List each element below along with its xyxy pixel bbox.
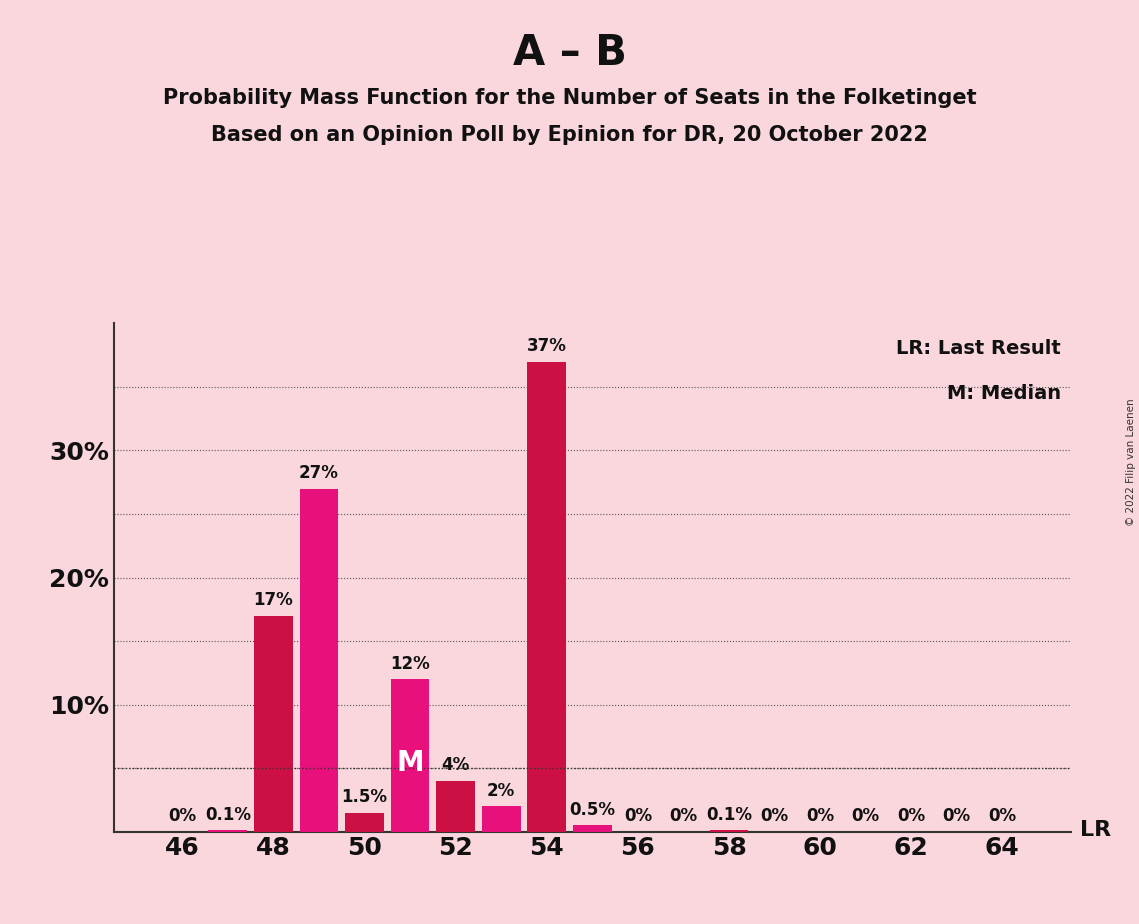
Bar	[710, 831, 748, 832]
Text: 4%: 4%	[442, 757, 469, 774]
Bar	[391, 679, 429, 832]
Text: 0.1%: 0.1%	[706, 806, 752, 824]
Text: 0%: 0%	[852, 808, 879, 825]
Bar	[436, 781, 475, 832]
Text: 27%: 27%	[298, 464, 339, 482]
Text: 0%: 0%	[761, 808, 788, 825]
Text: LR: Last Result: LR: Last Result	[896, 338, 1062, 358]
Bar	[254, 615, 293, 832]
Text: © 2022 Filip van Laenen: © 2022 Filip van Laenen	[1126, 398, 1136, 526]
Bar	[482, 806, 521, 832]
Text: 0.5%: 0.5%	[570, 801, 615, 819]
Text: LR: LR	[1080, 820, 1112, 840]
Bar	[573, 825, 612, 832]
Text: 0%: 0%	[169, 808, 196, 825]
Text: 17%: 17%	[254, 591, 293, 609]
Text: A – B: A – B	[513, 32, 626, 74]
Text: 0%: 0%	[624, 808, 652, 825]
Text: 2%: 2%	[487, 782, 515, 800]
Text: 0.1%: 0.1%	[205, 806, 251, 824]
Text: 0%: 0%	[989, 808, 1016, 825]
Text: 12%: 12%	[391, 655, 429, 673]
Text: M: M	[396, 749, 424, 777]
Bar	[300, 489, 338, 832]
Bar	[345, 812, 384, 832]
Bar	[208, 831, 247, 832]
Text: 1.5%: 1.5%	[342, 788, 387, 806]
Bar	[527, 361, 566, 832]
Text: 0%: 0%	[670, 808, 697, 825]
Text: M: Median: M: Median	[947, 384, 1062, 404]
Text: 37%: 37%	[526, 337, 567, 355]
Text: 0%: 0%	[806, 808, 834, 825]
Text: Probability Mass Function for the Number of Seats in the Folketinget: Probability Mass Function for the Number…	[163, 88, 976, 108]
Text: Based on an Opinion Poll by Epinion for DR, 20 October 2022: Based on an Opinion Poll by Epinion for …	[211, 125, 928, 145]
Text: 0%: 0%	[943, 808, 970, 825]
Text: 0%: 0%	[898, 808, 925, 825]
